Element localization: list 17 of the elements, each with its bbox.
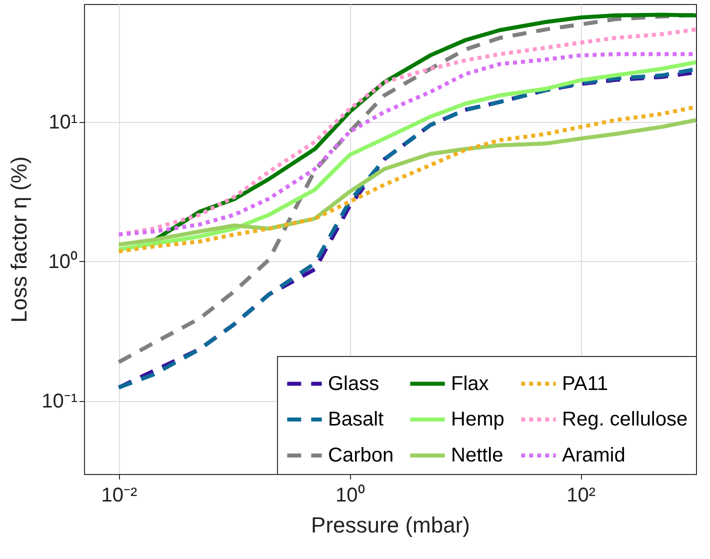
legend-label: PA11 (562, 372, 608, 395)
x-tick-label: 10² (566, 484, 596, 506)
legend-label: Reg. cellulose (562, 408, 688, 430)
x-tick-label: 10⁰ (336, 484, 365, 506)
legend-label: Carbon (328, 444, 394, 466)
y-tick-label: 10⁰ (48, 250, 78, 273)
y-axis-title: Loss factor η (%) (6, 156, 32, 323)
legend-label: Nettle (451, 444, 504, 466)
legend-label: Aramid (562, 444, 626, 466)
y-tick-label: 10¹ (48, 111, 78, 134)
x-tick-label: 10⁻² (101, 484, 138, 506)
legend-label: Hemp (451, 408, 504, 430)
legend-label: Basalt (328, 408, 384, 430)
y-tick-label: 10⁻¹ (42, 390, 78, 413)
legend-label: Flax (451, 372, 489, 395)
legend-label: Glass (328, 372, 380, 395)
x-axis-title: Pressure (mbar) (311, 512, 470, 538)
